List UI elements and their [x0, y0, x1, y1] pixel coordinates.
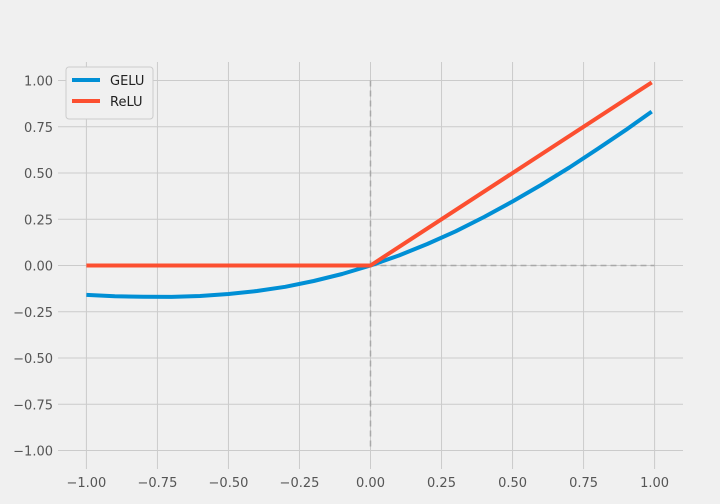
- x-tick-label: −0.25: [280, 476, 320, 491]
- legend-label-relu: ReLU: [110, 95, 143, 110]
- y-tick-label: 0.25: [24, 213, 53, 228]
- y-tick-label: −0.50: [13, 352, 53, 367]
- y-tick-label: −0.75: [13, 398, 53, 413]
- y-tick-label: 0.50: [24, 167, 53, 182]
- y-tick-label: −1.00: [13, 445, 53, 460]
- x-tick-label: 0.25: [427, 476, 456, 491]
- series-layer: [86, 80, 653, 299]
- x-tick-label: 1.00: [640, 476, 669, 491]
- y-tick-label: 0.75: [24, 121, 53, 136]
- x-tick-label: 0.00: [356, 476, 385, 491]
- x-tick-label: 0.50: [498, 476, 527, 491]
- legend: GELU ReLU: [65, 66, 154, 120]
- x-tick-label: −0.75: [138, 476, 178, 491]
- y-axis: −1.00 −0.75 −0.50 −0.25 0.00 0.25 0.50 0.75 1.00: [13, 75, 53, 460]
- y-tick-label: 1.00: [24, 75, 53, 90]
- x-tick-label: −0.50: [209, 476, 249, 491]
- y-tick-label: 0.00: [24, 260, 53, 275]
- x-axis: −1.00 −0.75 −0.50 −0.25 0.00 0.25 0.50 0.75 1.00: [66, 476, 669, 491]
- series-line-relu: [86, 80, 653, 268]
- y-tick-label: −0.25: [13, 306, 53, 321]
- x-tick-label: 0.75: [569, 476, 598, 491]
- x-tick-label: −1.00: [66, 476, 106, 491]
- legend-label-gelu: GELU: [110, 74, 144, 89]
